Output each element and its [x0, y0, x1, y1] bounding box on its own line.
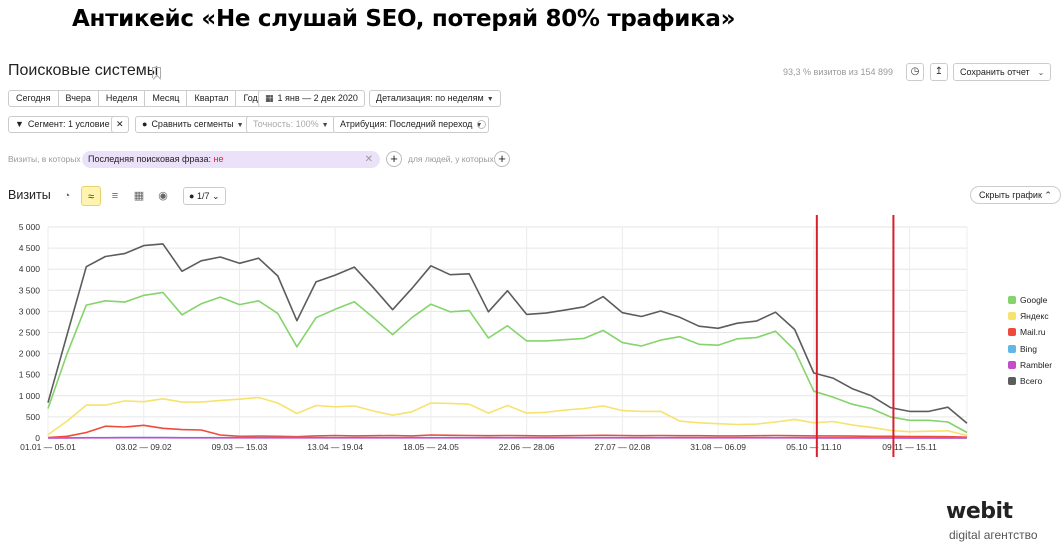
- y-tick-label: 1 500: [19, 370, 41, 380]
- legend-swatch: [1008, 377, 1016, 386]
- legend-label: Bing: [1020, 343, 1038, 354]
- period-selector: Сегодня Вчера Неделя Месяц Квартал Год: [8, 90, 266, 107]
- visits-line-chart: 0 500 1 000 1 500 2 000 2 500 3 000 3 500 4 000 4…: [19, 215, 968, 457]
- info-icon[interactable]: [477, 120, 486, 129]
- legend-swatch: [1008, 296, 1016, 305]
- compare-icon: ●: [142, 119, 148, 129]
- detail-dropdown[interactable]: Детализация: по неделям ▼: [369, 90, 501, 107]
- history-button[interactable]: ◷: [906, 63, 924, 81]
- legend-item[interactable]: Mail.ru: [1008, 324, 1052, 340]
- compare-segments-button[interactable]: ● Сравнить сегменты ▼: [135, 116, 251, 133]
- legend-label: Mail.ru: [1020, 327, 1046, 338]
- period-month-button[interactable]: Месяц: [145, 91, 188, 106]
- x-tick-label: 13.04 — 19.04: [307, 442, 363, 452]
- chart-section-title: Визиты: [8, 188, 51, 202]
- report-title: Поисковые системы: [8, 62, 159, 79]
- x-tick-label: 27.07 — 02.08: [594, 442, 650, 452]
- y-tick-label: 3 500: [19, 285, 41, 295]
- y-tick-label: 4 000: [19, 264, 41, 274]
- y-tick-label: 0: [35, 433, 40, 443]
- period-week-button[interactable]: Неделя: [99, 91, 146, 106]
- chevron-down-icon: ▼: [321, 122, 329, 129]
- hide-chart-button[interactable]: Скрыть график ⌃: [970, 186, 1061, 204]
- export-button[interactable]: ↥: [930, 63, 948, 81]
- accuracy-dropdown[interactable]: Точность: 100% ▼: [246, 116, 336, 133]
- map-pin-icon[interactable]: ◉: [158, 190, 168, 202]
- pie-chart-icon[interactable]: ◔: [63, 190, 71, 202]
- legend-item[interactable]: Яндекс: [1008, 308, 1052, 324]
- legend-swatch: [1008, 344, 1016, 353]
- filter-chip[interactable]: Последняя поисковая фраза: не ✕: [82, 151, 380, 168]
- area-chart-icon[interactable]: ≡: [111, 190, 119, 202]
- calendar-icon: ▦: [265, 93, 274, 103]
- x-tick-label: 03.02 — 09.02: [116, 442, 172, 452]
- plus-icon: +: [498, 151, 506, 166]
- legend-swatch: [1008, 328, 1016, 337]
- x-tick-label: 22.06 — 28.06: [499, 442, 555, 452]
- x-tick-label: 09.11 — 15.11: [882, 442, 937, 452]
- plus-icon: +: [390, 151, 398, 166]
- legend-label: Rambler: [1020, 359, 1053, 370]
- y-tick-label: 2 000: [19, 349, 41, 359]
- y-tick-label: 1 000: [19, 391, 41, 401]
- legend-swatch: [1008, 312, 1016, 321]
- chevron-up-icon: ⌃: [1044, 190, 1052, 200]
- series-line-google: [47, 291, 968, 434]
- y-tick-label: 500: [26, 412, 40, 422]
- x-tick-label: 18.05 — 24.05: [403, 442, 459, 452]
- clear-segment-button[interactable]: ✕: [111, 116, 129, 133]
- attribution-dropdown[interactable]: Атрибуция: Последний переход ▼: [333, 116, 490, 133]
- chevron-down-icon: ⌄: [1037, 68, 1045, 77]
- series-line-yandex: [47, 396, 968, 437]
- brand-logo: webit: [946, 499, 1013, 524]
- slide-title: Антикейс «Не слушай SEO, потеряй 80% тра…: [72, 6, 736, 32]
- line-chart-icon[interactable]: ≈: [81, 186, 101, 206]
- metrics-selector[interactable]: ● 1/7 ⌄: [183, 187, 226, 205]
- y-tick-label: 3 000: [19, 306, 41, 316]
- period-yesterday-button[interactable]: Вчера: [59, 91, 99, 106]
- save-report-button[interactable]: Сохранить отчет ⌄: [953, 63, 1052, 81]
- legend-item[interactable]: Google: [1008, 292, 1052, 308]
- period-quarter-button[interactable]: Квартал: [187, 91, 237, 106]
- x-tick-label: 05.10 — 11.10: [786, 442, 841, 452]
- x-tick-label: 09.03 — 15.03: [212, 442, 268, 452]
- people-filter-label: для людей, у которых: [408, 154, 494, 164]
- y-tick-label: 2 500: [19, 328, 41, 338]
- close-icon: ✕: [116, 119, 124, 129]
- legend-item[interactable]: Rambler: [1008, 357, 1052, 373]
- visits-share: 93,3 % визитов из 154 899: [783, 67, 893, 77]
- series-line-total: [47, 243, 968, 424]
- chevron-down-icon: ⌄: [211, 191, 220, 201]
- y-tick-label: 5 000: [19, 222, 41, 232]
- brand-tagline: digital агентство: [949, 528, 1038, 542]
- filter-prefix-label: Визиты, в которых: [8, 154, 81, 164]
- legend-label: Google: [1020, 295, 1048, 306]
- legend-swatch: [1008, 360, 1016, 369]
- chart-legend: Google Яндекс Mail.ru Bing Rambler Всего: [1008, 292, 1052, 389]
- segment-button[interactable]: ▼Сегмент: 1 условие▼: [8, 116, 127, 133]
- filter-icon: ▼: [15, 119, 24, 129]
- x-tick-label: 31.08 — 06.09: [690, 442, 746, 452]
- clock-icon: ◷: [910, 66, 920, 77]
- period-today-button[interactable]: Сегодня: [9, 91, 59, 106]
- x-tick-label: 01.01 — 05.01: [20, 442, 76, 452]
- bookmark-icon[interactable]: [152, 67, 161, 78]
- series-line-mailru: [47, 424, 968, 439]
- chevron-down-icon: ▼: [236, 122, 244, 129]
- add-visit-condition-button[interactable]: +: [386, 151, 402, 167]
- bar-chart-icon[interactable]: ▦: [133, 190, 145, 202]
- upload-icon: ↥: [934, 66, 944, 77]
- close-icon[interactable]: ✕: [364, 154, 373, 165]
- legend-item[interactable]: Bing: [1008, 341, 1052, 357]
- add-people-condition-button[interactable]: +: [494, 151, 510, 167]
- legend-item[interactable]: Всего: [1008, 373, 1052, 389]
- period-year-button[interactable]: Год: [243, 93, 258, 103]
- legend-label: Яндекс: [1020, 311, 1049, 322]
- filter-chip-value: не: [213, 154, 224, 164]
- date-range-button[interactable]: ▦ 1 янв — 2 дек 2020: [258, 90, 365, 107]
- legend-label: Всего: [1020, 376, 1043, 387]
- y-tick-label: 4 500: [19, 243, 41, 253]
- chevron-down-icon: ▼: [486, 96, 494, 103]
- chart-metric-icon: ●: [189, 191, 195, 201]
